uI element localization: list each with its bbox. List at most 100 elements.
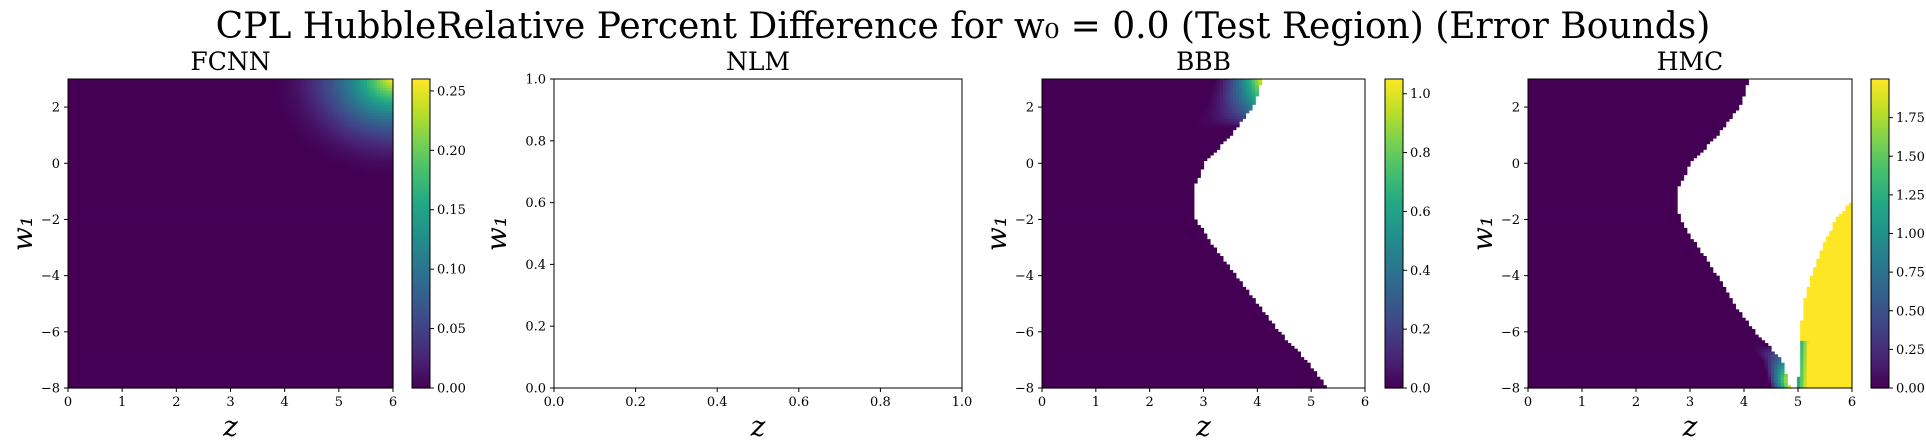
colorbar-segment: [412, 339, 430, 343]
heatmap-cell: [360, 163, 368, 167]
heatmap-cell: [279, 90, 284, 94]
heatmap-cell: [279, 93, 284, 97]
heatmap-cell: [341, 107, 345, 111]
heatmap-cell: [334, 101, 339, 105]
heatmap-cell: [367, 149, 371, 153]
colorbar-segment: [412, 328, 430, 332]
heatmap-cell: [1042, 241, 1211, 246]
heatmap-cell: [373, 81, 378, 86]
heatmap-cell: [1819, 253, 1853, 257]
colorbar-segment: [1385, 367, 1403, 371]
colorbar-segment: [412, 295, 430, 299]
colorbar-segment: [1871, 143, 1889, 147]
heatmap-cell: [311, 95, 316, 100]
heatmap-cell: [295, 112, 300, 117]
colorbar-segment: [412, 184, 430, 188]
heatmap-cell: [380, 81, 384, 86]
heatmap-cell: [337, 121, 342, 125]
heatmap-cell: [1245, 79, 1250, 83]
heatmap-cell: [1764, 345, 1769, 350]
heatmap-cell: [1213, 98, 1218, 103]
heatmap-cell: [383, 118, 388, 122]
heatmap-cell: [305, 121, 310, 125]
heatmap-cell: [1209, 101, 1214, 105]
heatmap-cell: [367, 109, 371, 114]
colorbar-segment: [1385, 228, 1403, 232]
heatmap-cell: [1042, 79, 1214, 83]
heatmap-cell: [337, 152, 342, 156]
heatmap-cell: [315, 121, 319, 125]
heatmap-cell: [367, 84, 371, 89]
heatmap-cell: [386, 152, 394, 156]
heatmap-cell: [298, 90, 303, 94]
heatmap-cell: [367, 104, 371, 108]
heatmap-cell: [1832, 227, 1853, 232]
heatmap-cell: [347, 137, 352, 142]
heatmap-cell: [331, 118, 336, 122]
heatmap-cell: [331, 154, 336, 159]
heatmap-cell: [1219, 123, 1224, 128]
heatmap-cell: [1213, 121, 1218, 125]
colorbar-segment: [1871, 285, 1889, 289]
heatmap-cell: [282, 115, 287, 119]
heatmap-cell: [360, 135, 365, 139]
heatmap-cell: [1235, 93, 1240, 97]
heatmap-cell: [1226, 81, 1230, 86]
heatmap-cell: [1042, 118, 1198, 122]
heatmap-cell: [1042, 275, 1237, 280]
heatmap-cell: [1216, 118, 1221, 122]
heatmap-cell: [360, 101, 365, 105]
colorbar-segment: [1871, 218, 1889, 222]
heatmap-cell: [354, 152, 358, 156]
heatmap-cell: [302, 132, 306, 136]
heatmap-cell: [331, 90, 336, 94]
colorbar-segment: [412, 308, 430, 312]
heatmap-cell: [1800, 382, 1804, 386]
x-tick-label: 1.0: [952, 395, 973, 410]
colorbar-segment: [412, 161, 430, 165]
heatmap-cell: [380, 154, 394, 159]
heatmap-cell: [331, 129, 336, 133]
heatmap-cell: [308, 107, 313, 111]
heatmap-cell: [376, 112, 381, 117]
heatmap-cell: [1528, 90, 1746, 94]
heatmap-cell: [344, 112, 349, 117]
heatmap-cell: [360, 79, 365, 83]
heatmap-cell: [1806, 289, 1853, 294]
heatmap-cell: [350, 107, 355, 111]
y-tick-label: −8: [1015, 382, 1034, 397]
heatmap-cell: [1771, 371, 1775, 375]
heatmap-cell: [1239, 112, 1243, 117]
heatmap-cell: [354, 129, 358, 133]
heatmap-cell: [1042, 81, 1214, 86]
heatmap-cell: [1774, 371, 1779, 375]
heatmap-cell: [344, 107, 349, 111]
heatmap-cell: [341, 109, 345, 114]
y-tick-label: −8: [1501, 382, 1520, 397]
heatmap-cell: [370, 121, 375, 125]
colorbar-segment: [412, 310, 430, 314]
heatmap-cell: [357, 118, 362, 122]
colorbar-segment: [1385, 218, 1403, 222]
heatmap-cell: [308, 126, 313, 131]
heatmap-cell: [1042, 261, 1227, 265]
heatmap-cell: [1809, 281, 1853, 285]
heatmap-cell: [68, 320, 394, 324]
heatmap-cell: [1239, 101, 1243, 105]
heatmap-cell: [1229, 112, 1234, 117]
heatmap-cell: [357, 95, 362, 100]
heatmap-cell: [305, 118, 310, 122]
heatmap-cell: [68, 275, 394, 280]
colorbar-segment: [1871, 279, 1889, 284]
heatmap-cell: [1528, 230, 1688, 235]
colorbar-segment: [1871, 89, 1889, 93]
heatmap-cell: [389, 90, 394, 94]
heatmap-cell: [298, 132, 303, 136]
heatmap-cell: [386, 84, 391, 89]
heatmap-cell: [363, 132, 368, 136]
heatmap-cell: [68, 109, 280, 114]
heatmap-cell: [1803, 371, 1808, 375]
heatmap-cell: [1042, 329, 1279, 333]
heatmap-cell: [1232, 98, 1237, 103]
heatmap-cell: [1042, 303, 1260, 308]
